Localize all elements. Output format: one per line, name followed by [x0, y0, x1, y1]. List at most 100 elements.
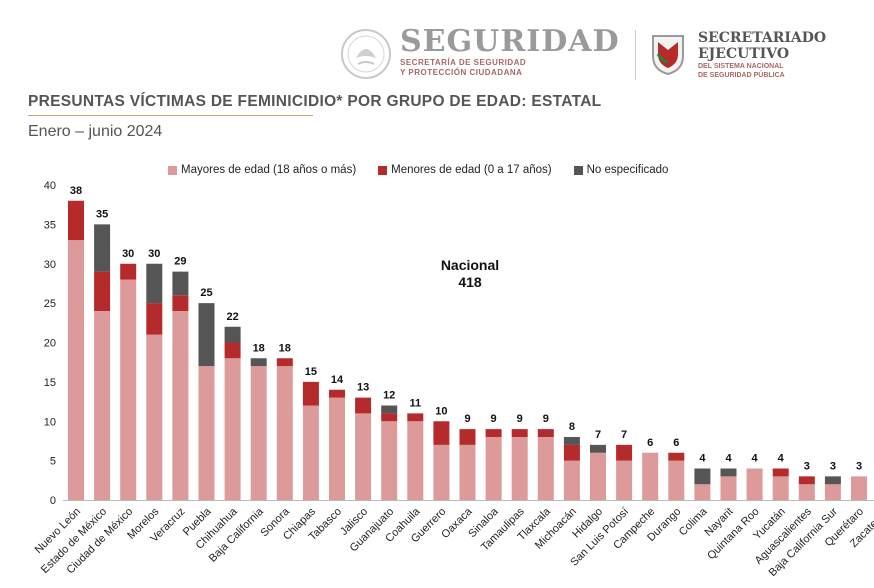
- bar-total-label: 4: [778, 453, 785, 465]
- bar-segment-unspecified: [250, 358, 267, 367]
- bar-total-label: 12: [383, 390, 395, 402]
- legend-swatch-adults: [168, 165, 177, 175]
- bar-segment-adults: [198, 366, 215, 500]
- bar-segment-adults: [433, 444, 450, 500]
- bar-total-label: 9: [517, 413, 523, 425]
- national-total-label: Nacional: [440, 257, 500, 273]
- bar-segment-adults: [250, 366, 267, 500]
- bar-segment-adults: [407, 421, 424, 500]
- bar-segment-adults: [302, 405, 319, 500]
- bar-total-label: 6: [673, 437, 679, 449]
- sesnsp-shield-icon: [652, 35, 684, 76]
- bar-total-label: 14: [331, 374, 344, 386]
- header-divider: [635, 30, 636, 80]
- bar-segment-minors: [146, 303, 163, 335]
- bar-segment-unspecified: [146, 263, 163, 304]
- sesnsp-brand: SECRETARIADO EJECUTIVO DEL SISTEMA NACIO…: [698, 30, 826, 80]
- bar-total-label: 9: [543, 413, 549, 425]
- y-tick-label: 0: [50, 495, 56, 507]
- bar-segment-minors: [537, 429, 554, 437]
- sesnsp-sub-1: DEL SISTEMA NACIONAL: [698, 63, 784, 70]
- bar-segment-adults: [694, 484, 711, 500]
- legend-item-adults: Mayores de edad (18 años o más): [168, 164, 356, 176]
- bar-total-label: 3: [856, 460, 862, 472]
- bar-total-label: 18: [253, 342, 265, 354]
- page-title: PRESUNTAS VÍCTIMAS DE FEMINICIDIO* POR G…: [28, 93, 602, 110]
- bar-total-label: 4: [725, 453, 732, 465]
- brand-title: SEGURIDAD: [400, 24, 620, 59]
- bar-total-label: 38: [70, 185, 82, 197]
- bar-total-label: 9: [491, 413, 497, 425]
- legend-label-adults: Mayores de edad (18 años o más): [181, 164, 357, 176]
- bar-total-label: 22: [226, 311, 238, 323]
- sesnsp-sub-2: DE SEGURIDAD PÚBLICA: [698, 72, 785, 79]
- bar-segment-adults: [511, 437, 528, 500]
- y-tick-label: 20: [44, 338, 56, 350]
- bar-segment-minors: [485, 429, 502, 437]
- legend-label-unspecified: No especificado: [586, 164, 669, 176]
- bar-segment-unspecified: [381, 405, 398, 414]
- bar-total-label: 7: [621, 429, 627, 441]
- bar-segment-minors: [511, 429, 528, 437]
- bar-segment-adults: [120, 279, 137, 500]
- bar-segment-adults: [276, 366, 293, 500]
- bar-segment-minors: [94, 271, 111, 311]
- header: SEGURIDAD SECRETARÍA DE SEGURIDAD Y PROT…: [340, 22, 874, 92]
- bar-segment-minors: [798, 476, 815, 485]
- sesnsp-title-1: SECRETARIADO: [698, 30, 827, 46]
- sesnsp-title-2: EJECUTIVO: [698, 46, 790, 62]
- national-total: Nacional 418: [425, 257, 515, 291]
- bar-segment-minors: [381, 413, 398, 422]
- bar-segment-minors: [172, 295, 189, 311]
- bar-segment-minors: [433, 421, 450, 445]
- bar-total-label: 25: [200, 287, 212, 299]
- bar-segment-adults: [668, 460, 685, 500]
- bar-segment-adults: [329, 397, 345, 500]
- bar-total-label: 4: [699, 453, 706, 465]
- y-tick-label: 5: [50, 456, 56, 468]
- bar-segment-adults: [355, 413, 372, 500]
- bar-segment-unspecified: [590, 444, 606, 453]
- bar-total-label: 13: [357, 382, 369, 394]
- bar-segment-unspecified: [563, 437, 580, 445]
- bar-segment-adults: [746, 468, 763, 500]
- bar-segment-minors: [120, 263, 137, 280]
- mexico-seal-icon: [341, 29, 391, 79]
- bar-segment-minors: [355, 397, 372, 414]
- bar-segment-adults: [68, 240, 84, 500]
- national-total-value: 418: [458, 274, 482, 290]
- bar-total-label: 8: [569, 421, 575, 433]
- bar-segment-adults: [720, 476, 737, 500]
- title-underline: [28, 115, 313, 116]
- bar-segment-adults: [563, 460, 580, 500]
- bar-segment-minors: [563, 444, 580, 461]
- y-tick-label: 10: [44, 416, 56, 428]
- bar-segment-adults: [224, 358, 241, 500]
- bar-segment-adults: [459, 444, 476, 500]
- bar-total-label: 9: [464, 413, 470, 425]
- bar-total-label: 3: [830, 460, 836, 472]
- bar-total-label: 30: [122, 248, 134, 260]
- bar-segment-unspecified: [824, 476, 841, 485]
- bar-segment-adults: [824, 484, 841, 500]
- bar-total-label: 35: [96, 208, 108, 220]
- bar-total-label: 4: [752, 453, 759, 465]
- bar-segment-minors: [459, 429, 476, 445]
- bar-segment-adults: [381, 421, 398, 500]
- bar-segment-minors: [276, 358, 293, 367]
- y-tick-label: 30: [44, 259, 56, 271]
- bar-segment-minors: [668, 452, 685, 461]
- bar-segment-adults: [616, 460, 633, 500]
- bar-segment-minors: [407, 413, 424, 422]
- bar-segment-unspecified: [224, 326, 241, 343]
- bar-segment-adults: [485, 437, 502, 500]
- bar-segment-unspecified: [94, 224, 111, 272]
- legend-item-minors: Menores de edad (0 a 17 años): [378, 164, 552, 176]
- bar-segment-adults: [772, 476, 789, 500]
- bar-segment-minors: [329, 389, 345, 398]
- legend-swatch-minors: [378, 165, 388, 175]
- y-tick-label: 15: [44, 377, 56, 389]
- seguridad-brand: SEGURIDAD SECRETARÍA DE SEGURIDAD Y PROT…: [400, 26, 620, 78]
- bar-segment-adults: [146, 334, 163, 500]
